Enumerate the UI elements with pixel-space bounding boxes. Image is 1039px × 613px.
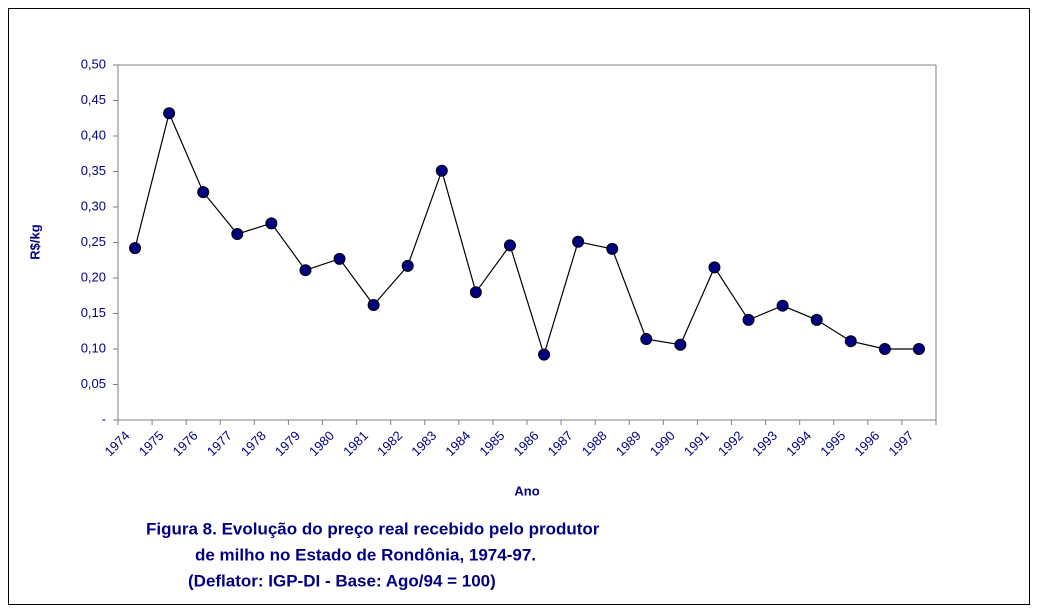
data-point [810, 313, 823, 326]
data-point [844, 335, 857, 348]
y-tick-label: 0,15 [81, 305, 106, 320]
data-point [572, 235, 585, 248]
caption-line: Figura 8. Evolução do preço real recebid… [146, 519, 600, 538]
caption-line: (Deflator: IGP-DI - Base: Ago/94 = 100) [188, 571, 496, 590]
chart-border [8, 8, 1030, 605]
y-tick-label: 0,05 [81, 376, 106, 391]
caption-line: de milho no Estado de Rondônia, 1974-97. [195, 545, 536, 564]
y-tick-label: 0,10 [81, 340, 106, 355]
data-point [163, 107, 176, 120]
data-point [912, 343, 925, 355]
data-point [606, 242, 619, 255]
y-tick-label: 0,50 [81, 56, 106, 71]
data-point [265, 217, 278, 230]
data-point [776, 299, 789, 312]
data-point [435, 164, 448, 177]
y-tick-label: 0,20 [81, 269, 106, 284]
data-point [742, 313, 755, 326]
data-point [367, 298, 380, 311]
data-point [640, 333, 653, 346]
y-tick-label: 0,25 [81, 234, 106, 249]
y-tick-label: - [102, 411, 106, 426]
data-point [401, 259, 414, 272]
x-axis-title: Ano [514, 483, 539, 498]
data-point [333, 252, 346, 265]
data-point [197, 186, 210, 199]
data-point [503, 239, 516, 252]
data-point [538, 348, 551, 361]
y-tick-label: 0,30 [81, 198, 106, 213]
data-point [878, 343, 891, 355]
y-tick-label: 0,35 [81, 163, 106, 178]
y-tick-label: 0,40 [81, 127, 106, 142]
data-point [129, 242, 142, 255]
data-point [231, 227, 244, 240]
y-axis-title: R$/kg [27, 224, 42, 259]
data-point [299, 264, 312, 277]
data-point [674, 338, 687, 351]
data-point [708, 261, 721, 274]
y-tick-label: 0,45 [81, 92, 106, 107]
data-point [469, 286, 482, 299]
